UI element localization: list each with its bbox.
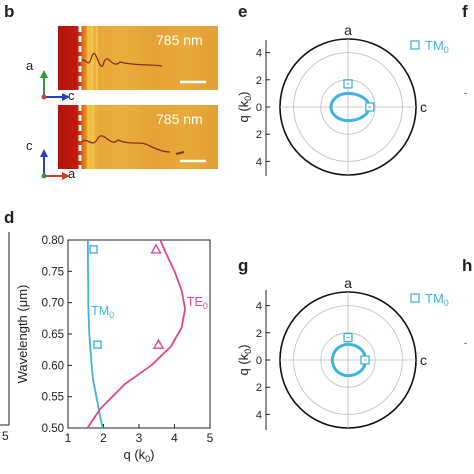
y-tick-label: 0.80 [42, 235, 64, 247]
radial-tick-label: 2 [256, 382, 262, 394]
svg-text:-: - [464, 88, 467, 98]
svg-text:-: - [464, 338, 467, 348]
polar-plot-e: 4 2 0 2 4 q (k0) a c TM0 [236, 22, 449, 176]
panel-letter-g: g [238, 256, 249, 275]
panel-letter-f: f [462, 2, 468, 21]
series-line-te0 [86, 239, 186, 429]
radial-tick-label: 4 [256, 409, 262, 421]
radial-tick-label: 2 [256, 75, 262, 87]
x-tick-label: 5 [207, 431, 214, 445]
axis-label-c-bottom: c [26, 138, 33, 153]
data-marker-square [89, 245, 98, 254]
axis-label-a-top: a [26, 58, 34, 73]
radial-axis-label: q (k0) [236, 91, 253, 122]
y-tick-label: 0.70 [42, 298, 64, 310]
isofrequency-contour [330, 342, 368, 378]
y-tick-label: 0.60 [42, 360, 64, 372]
data-marker-square [93, 340, 102, 349]
polar-plot-g: 4 2 0 2 4 q (k0) a c TM0 [236, 275, 449, 430]
direction-label-a: a [344, 22, 352, 38]
direction-label-a: a [344, 275, 352, 291]
series-line-tm0 [87, 240, 104, 429]
partial-panel-f: - [464, 88, 467, 98]
panel-letter-b: b [4, 2, 15, 21]
radial-tick-label: 0 [256, 355, 262, 367]
left-axis-tick-label: 5 [2, 429, 9, 443]
x-tick-label: 3 [136, 431, 143, 445]
series-label-tm0: TM0 [91, 304, 114, 320]
radial-tick-label: 2 [256, 328, 262, 340]
y-tick-label: 0.65 [42, 329, 64, 341]
panel-letter-e: e [238, 2, 248, 21]
axis-label-c-top: c [68, 88, 75, 103]
series-label-te0: TE0 [187, 295, 208, 311]
radial-axis-label: q (k0) [236, 344, 253, 375]
y-tick-label: 0.55 [42, 392, 64, 404]
partial-panel-h: - [464, 338, 467, 348]
legend-marker [410, 293, 420, 303]
x-axis-label: q (k0) [123, 447, 154, 464]
legend-marker [410, 40, 420, 50]
panel-letter-h: h [462, 256, 473, 275]
isofrequency-contour [329, 91, 371, 123]
wavelength-label-top: 785 nm [156, 32, 203, 48]
x-tick-label: 2 [100, 431, 107, 445]
y-tick-label: 0.75 [42, 266, 64, 278]
axis-label-a-bottom: a [68, 166, 76, 181]
radial-tick-label: 0 [256, 102, 262, 114]
radial-tick-label: 4 [256, 156, 262, 168]
y-axis-label: Wavelength (μm) [15, 285, 30, 384]
radial-tick-label: 2 [256, 129, 262, 141]
wavelength-label-bottom: 785 nm [156, 111, 203, 127]
radial-tick-label: 4 [256, 301, 262, 313]
legend-label: TM0 [425, 291, 449, 308]
radial-tick-label: 4 [256, 48, 262, 60]
orientation-arrows-bottom [40, 149, 70, 180]
data-marker-triangle [152, 338, 165, 349]
data-marker-triangle [150, 243, 162, 254]
x-tick-label: 4 [171, 431, 178, 445]
partial-axis-left [0, 232, 10, 426]
direction-label-c: c [420, 99, 427, 115]
near-field-image-bottom [58, 105, 218, 169]
image-overlays-top [78, 26, 206, 90]
image-overlays-bottom [78, 105, 206, 169]
dispersion-chart: 1 2 3 4 5 0.50 0.55 0.60 0.65 0.70 0.75 0.80 q (k0) W… [15, 235, 214, 464]
y-tick-label: 0.50 [42, 423, 64, 435]
x-tick-label: 1 [65, 431, 72, 445]
direction-label-c: c [420, 352, 427, 368]
legend-label: TM0 [425, 38, 449, 55]
panel-letter-d: d [4, 208, 15, 227]
near-field-image-top [58, 26, 218, 90]
orientation-arrows-top [40, 70, 70, 101]
